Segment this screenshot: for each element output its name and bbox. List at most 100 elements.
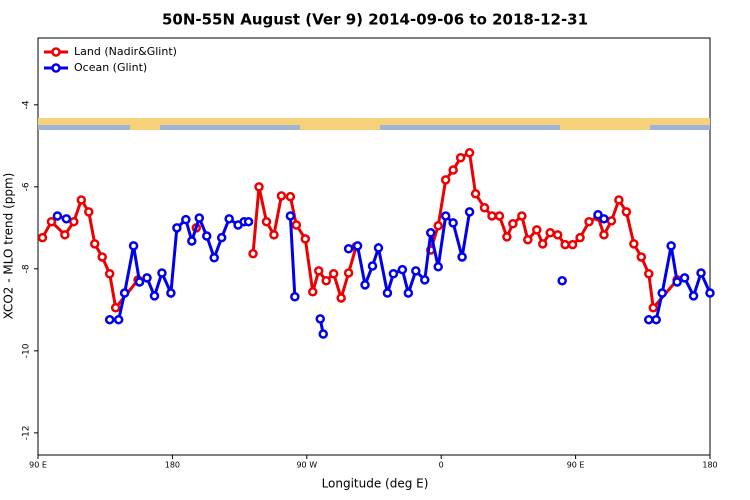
- data-point: [537, 239, 548, 249]
- data-point: [388, 269, 399, 279]
- data-point: [276, 191, 287, 201]
- data-point: [360, 280, 370, 290]
- data-point: [97, 252, 107, 262]
- data-point: [479, 203, 490, 213]
- data-point: [89, 239, 100, 249]
- data-point: [113, 314, 124, 325]
- y-axis-label: XCO2 - MLO trend (ppm): [2, 173, 16, 320]
- data-point: [455, 152, 466, 163]
- data-point: [166, 288, 176, 298]
- data-point: [343, 268, 354, 278]
- data-point: [532, 225, 542, 235]
- data-point: [502, 232, 512, 242]
- data-point: [343, 244, 354, 254]
- data-point: [657, 288, 667, 298]
- data-point: [648, 303, 659, 313]
- data-point: [290, 291, 300, 302]
- data-point: [403, 288, 414, 298]
- data-point: [300, 234, 311, 244]
- data-point: [69, 216, 79, 227]
- data-point: [448, 165, 458, 175]
- legend-marker: [51, 47, 61, 57]
- x-tick-label: 180: [702, 461, 717, 470]
- data-point: [315, 314, 325, 324]
- data-point: [181, 214, 191, 225]
- data-point: [76, 195, 87, 205]
- data-point: [84, 207, 94, 217]
- data-point: [440, 175, 451, 185]
- data-point: [464, 148, 475, 158]
- data-point: [285, 191, 296, 202]
- x-tick-label: 90 E: [567, 461, 585, 470]
- series-line: [56, 211, 712, 335]
- data-point: [606, 216, 617, 226]
- data-point: [440, 211, 451, 221]
- data-point: [61, 214, 72, 224]
- data-point: [119, 288, 130, 298]
- data-point: [666, 241, 676, 251]
- data-point: [328, 269, 339, 279]
- data-point: [517, 211, 527, 221]
- data-point: [201, 231, 212, 241]
- legend-marker: [51, 63, 61, 73]
- data-point: [110, 303, 121, 313]
- data-point: [52, 211, 63, 221]
- data-point: [60, 230, 70, 240]
- data-point: [487, 211, 497, 221]
- data-point: [187, 236, 197, 246]
- data-point: [584, 216, 594, 227]
- data-point: [560, 239, 570, 250]
- data-point: [470, 189, 481, 199]
- data-point: [318, 329, 328, 339]
- data-point: [104, 269, 115, 279]
- data-point: [679, 273, 690, 283]
- data-point: [425, 228, 436, 238]
- x-tick-label: 180: [165, 461, 180, 470]
- chart-title: 50N-55N August (Ver 9) 2014-09-06 to 201…: [162, 11, 588, 29]
- data-point: [644, 314, 654, 325]
- data-point: [216, 232, 227, 243]
- y-tick-label: -12: [22, 426, 32, 441]
- data-point: [37, 232, 48, 243]
- data-point: [636, 252, 647, 262]
- data-point: [420, 275, 430, 285]
- land-ocean-strip: [38, 118, 710, 130]
- data-point: [552, 230, 563, 240]
- data-point: [651, 314, 661, 325]
- y-tick-label: -6: [22, 182, 32, 191]
- data-point: [545, 228, 555, 238]
- data-point: [382, 288, 393, 298]
- x-tick-label: 90 E: [29, 461, 47, 470]
- data-point: [367, 261, 378, 271]
- data-point: [373, 243, 384, 253]
- data-point: [696, 268, 706, 278]
- data-point: [672, 277, 682, 287]
- data-point: [285, 211, 296, 221]
- data-point: [261, 216, 272, 227]
- data-point: [46, 216, 57, 227]
- data-point: [291, 220, 302, 230]
- data-point: [308, 287, 318, 297]
- legend-label: Land (Nadir&Glint): [74, 45, 177, 58]
- data-point: [172, 223, 182, 233]
- data-point: [352, 241, 363, 251]
- data-point: [464, 207, 475, 217]
- data-point: [614, 195, 624, 205]
- data-point: [243, 216, 254, 227]
- data-point: [149, 291, 160, 301]
- data-point: [457, 252, 467, 262]
- data-point: [494, 211, 505, 221]
- data-point: [575, 232, 585, 243]
- legend-label: Ocean (Glint): [74, 61, 147, 74]
- data-point: [134, 277, 145, 287]
- data-point: [557, 275, 567, 286]
- data-point: [508, 218, 518, 229]
- data-point: [411, 266, 421, 276]
- data-point: [157, 268, 167, 278]
- data-point: [593, 209, 603, 220]
- data-point: [248, 248, 258, 259]
- y-tick-label: -10: [22, 343, 32, 358]
- data-point: [599, 214, 609, 224]
